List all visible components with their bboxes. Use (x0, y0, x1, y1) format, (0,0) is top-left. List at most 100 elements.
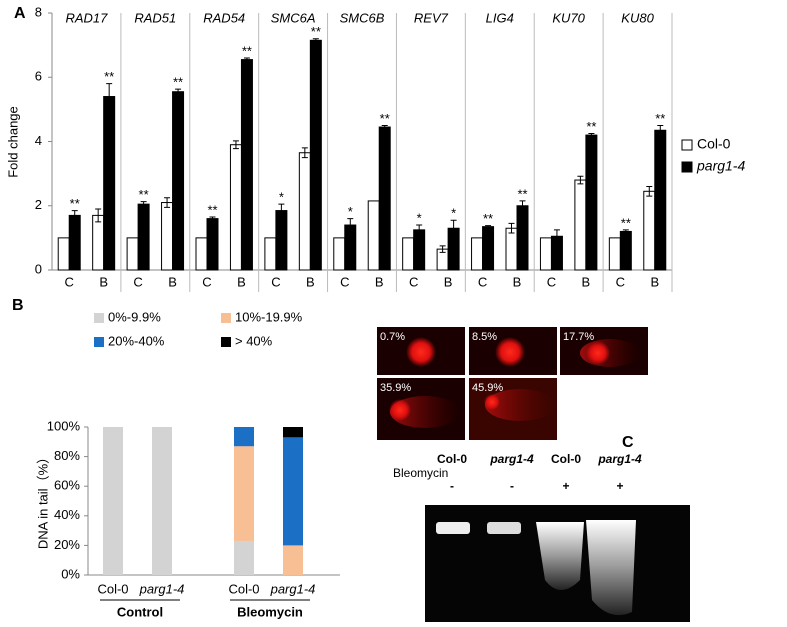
group-label: RAD17 (65, 10, 108, 25)
gel-smear (536, 522, 584, 590)
legend-swatch (94, 313, 104, 323)
group-label: SMC6A (271, 10, 316, 25)
comet-label: 8.5% (472, 331, 497, 343)
bar (229, 144, 242, 271)
significance-label: ** (655, 111, 665, 126)
significance-label: ** (70, 196, 80, 211)
y-tick-label: 4 (35, 133, 42, 148)
lane-treatment: + (616, 479, 623, 493)
y-tick-label: 100% (47, 418, 81, 433)
x-tick-label: C (616, 274, 625, 289)
lane-treatment: + (562, 479, 569, 493)
gel-smear (586, 520, 636, 616)
bar-segment (283, 545, 303, 575)
bar-segment (103, 427, 123, 575)
group-label: KU70 (552, 10, 585, 25)
comet-head (586, 341, 610, 365)
legend-swatch (681, 161, 693, 173)
legend-label: 10%-19.9% (235, 309, 303, 324)
x-tick-label: C (271, 274, 280, 289)
legend-swatch (94, 337, 104, 347)
group-label: Control (117, 604, 163, 619)
y-tick-label: 0 (35, 261, 42, 276)
bar (298, 152, 311, 271)
group-label: Bleomycin (237, 604, 303, 619)
bar (402, 237, 415, 271)
x-tick-label: C (202, 274, 211, 289)
bar (92, 214, 105, 271)
gel-band (487, 522, 521, 534)
error-bar (95, 208, 102, 223)
bar (195, 237, 208, 271)
bar (413, 229, 426, 271)
bar (585, 134, 598, 271)
significance-label: ** (517, 186, 527, 201)
bar (68, 214, 81, 271)
bar (378, 126, 391, 271)
x-tick-label: C (133, 274, 142, 289)
significance-label: ** (207, 202, 217, 217)
y-tick-label: 2 (35, 197, 42, 212)
bar (126, 237, 139, 271)
panel-label: B (12, 297, 24, 314)
significance-label: * (451, 206, 456, 221)
error-bar (71, 210, 78, 221)
significance-label: ** (311, 24, 321, 39)
bar (137, 203, 150, 271)
x-tick-label: B (650, 274, 659, 289)
error-bar (301, 147, 308, 159)
comet-label: 35.9% (380, 382, 411, 394)
lane-label: Col-0 (551, 452, 581, 466)
lane-treatment: - (510, 479, 514, 493)
bar (471, 237, 484, 271)
x-tick-label: C (409, 274, 418, 289)
error-bar (416, 224, 423, 236)
panel-label: A (14, 5, 26, 22)
bar (643, 190, 656, 271)
comet-tail (485, 389, 555, 421)
bar (505, 227, 518, 271)
legend-swatch (221, 313, 231, 323)
group-label: RAD51 (134, 10, 176, 25)
group-label: KU80 (621, 10, 654, 25)
legend-swatch (221, 337, 231, 347)
gel-image (425, 505, 690, 622)
error-bar (588, 132, 595, 138)
group-label: REV7 (414, 10, 449, 25)
error-bar (278, 203, 285, 218)
bar-segment (234, 427, 254, 447)
bar (275, 210, 288, 271)
bar (608, 237, 621, 271)
error-bar (312, 38, 319, 43)
bar (57, 237, 70, 271)
lane-label: Col-0 (437, 452, 467, 466)
panel-label: C (622, 434, 634, 451)
y-tick-label: 8 (35, 4, 42, 19)
x-tick-label: B (237, 274, 246, 289)
significance-label: ** (139, 187, 149, 202)
comet-head (484, 394, 500, 410)
bar (309, 39, 322, 271)
error-bar (347, 218, 354, 232)
significance-label: ** (483, 211, 493, 226)
bar-segment (234, 446, 254, 541)
x-tick-label: B (513, 274, 522, 289)
x-tick-label: B (444, 274, 453, 289)
bar-segment (283, 437, 303, 546)
bar (103, 96, 116, 271)
legend-label: 0%-9.9% (108, 309, 161, 324)
comet-label: 45.9% (472, 382, 503, 394)
x-tick-label: B (582, 274, 591, 289)
x-tick-label: B (168, 274, 177, 289)
error-bar (657, 124, 664, 136)
error-bar (164, 197, 171, 208)
y-tick-label: 60% (54, 478, 80, 493)
x-tick-label: C (478, 274, 487, 289)
error-bar (519, 200, 526, 212)
x-tick-label: parg1-4 (270, 581, 316, 596)
error-bar (508, 222, 515, 234)
bar (516, 205, 529, 271)
error-bar (106, 83, 113, 110)
comet-head (406, 337, 436, 367)
